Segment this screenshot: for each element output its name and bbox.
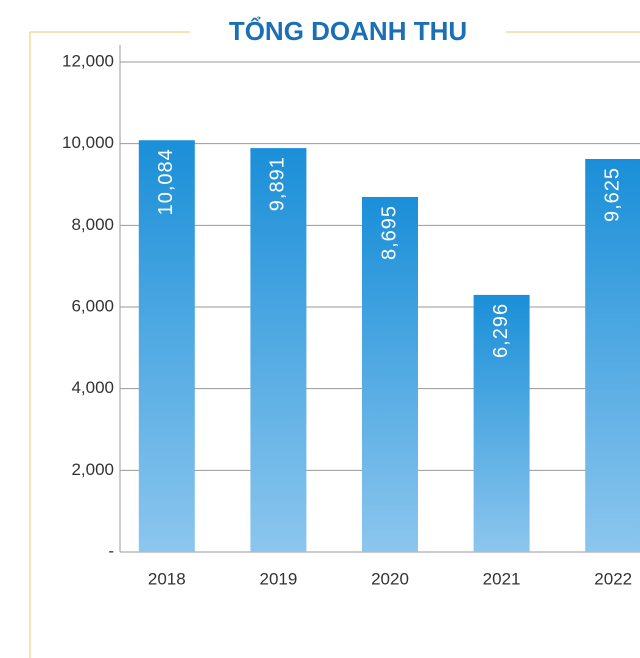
x-tick-label: 2018 (148, 569, 186, 588)
value-label: 9,625 (601, 167, 623, 222)
bar (585, 158, 640, 552)
bar (362, 196, 418, 552)
value-label: 10,084 (155, 148, 177, 215)
x-tick-label: 2021 (483, 569, 521, 588)
bar (138, 140, 195, 552)
y-tick-label: 8,000 (71, 215, 114, 234)
y-tick-label: 4,000 (71, 378, 114, 397)
y-tick-label: 10,000 (62, 133, 114, 152)
value-label: 6,296 (490, 303, 512, 358)
y-tick-label: 12,000 (62, 51, 114, 70)
y-tick-label: 6,000 (71, 296, 114, 315)
y-tick-label: 2,000 (71, 460, 114, 479)
value-label: 8,695 (378, 205, 400, 260)
bar (250, 148, 307, 552)
x-tick-label: 2022 (594, 569, 632, 588)
y-tick-label: - (108, 541, 114, 560)
x-tick-label: 2020 (371, 569, 409, 588)
value-label: 9,891 (267, 156, 289, 211)
bar (473, 294, 530, 552)
x-tick-label: 2019 (259, 569, 297, 588)
chart-title: TỔNG DOANH THU (229, 16, 467, 46)
